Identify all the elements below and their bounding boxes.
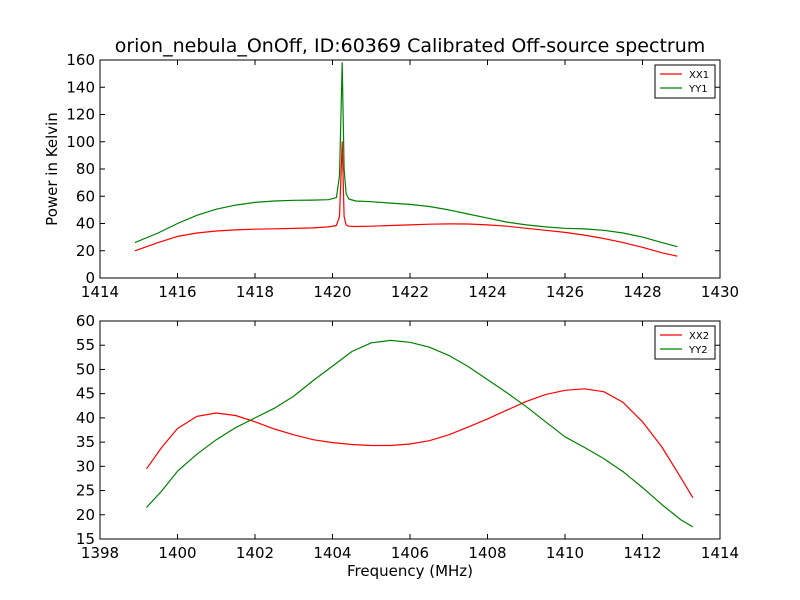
bottom-legend-label-yy2: YY2 bbox=[688, 345, 708, 356]
top-x-tick-label: 1422 bbox=[391, 283, 429, 301]
bottom-x-tick-label: 1406 bbox=[391, 544, 429, 562]
bottom-x-tick-label: 1398 bbox=[81, 544, 119, 562]
bottom-x-tick-label: 1408 bbox=[468, 544, 506, 562]
top-legend-label-xx1: XX1 bbox=[689, 70, 709, 81]
bottom-x-tick-label: 1414 bbox=[701, 544, 739, 562]
top-x-tick-label: 1420 bbox=[313, 283, 351, 301]
bottom-series-line-xx2 bbox=[146, 388, 694, 499]
bottom-y-tick-label: 20 bbox=[76, 506, 95, 524]
top-y-tick-label: 0 bbox=[85, 269, 95, 287]
top-series-line-xx1 bbox=[134, 141, 678, 257]
top-y-axis-label: Power in Kelvin bbox=[43, 112, 61, 226]
top-y-tick-label: 40 bbox=[76, 215, 95, 233]
top-series-line-yy1 bbox=[134, 62, 678, 248]
bottom-x-tick-label: 1412 bbox=[623, 544, 661, 562]
bottom-legend-box bbox=[654, 325, 716, 360]
top-x-tick-label: 1414 bbox=[81, 283, 119, 301]
top-legend-label-yy1: YY1 bbox=[688, 84, 708, 95]
top-x-tick-label: 1426 bbox=[546, 283, 584, 301]
bottom-series-line-yy2 bbox=[146, 339, 694, 528]
bottom-y-tick-label: 15 bbox=[76, 530, 95, 548]
top-y-tick-label: 80 bbox=[76, 160, 95, 178]
top-x-tick-label: 1418 bbox=[236, 283, 274, 301]
bottom-y-tick-label: 35 bbox=[76, 433, 95, 451]
bottom-plot-frame bbox=[99, 320, 721, 540]
top-x-tick-label: 1428 bbox=[623, 283, 661, 301]
bottom-x-tick-label: 1410 bbox=[546, 544, 584, 562]
top-y-tick-label: 60 bbox=[76, 187, 95, 205]
top-legend-box bbox=[654, 64, 716, 99]
bottom-x-axis-label: Frequency (MHz) bbox=[347, 562, 473, 580]
bottom-y-tick-label: 60 bbox=[76, 312, 95, 330]
bottom-y-tick-label: 30 bbox=[76, 457, 95, 475]
top-y-tick-label: 20 bbox=[76, 242, 95, 260]
bottom-y-tick-label: 45 bbox=[76, 385, 95, 403]
bottom-y-tick-label: 25 bbox=[76, 482, 95, 500]
bottom-y-tick-label: 55 bbox=[76, 336, 95, 354]
top-y-tick-label: 120 bbox=[66, 106, 95, 124]
top-y-tick-label: 100 bbox=[66, 133, 95, 151]
top-y-tick-label: 140 bbox=[66, 78, 95, 96]
bottom-y-tick-label: 40 bbox=[76, 409, 95, 427]
top-plot-frame bbox=[99, 59, 721, 279]
top-x-tick-label: 1416 bbox=[158, 283, 196, 301]
top-plot: 1414 1416 1418 1420 1422 1424 1426 1428 1430 0 20 4… bbox=[66, 51, 739, 301]
chart-title: orion_nebula_OnOff, ID:60369 Calibrated … bbox=[115, 35, 706, 57]
bottom-legend-label-xx2: XX2 bbox=[689, 331, 709, 342]
top-y-tick-label: 160 bbox=[66, 51, 95, 69]
bottom-x-tick-label: 1400 bbox=[158, 544, 196, 562]
bottom-plot: 1398 1400 1402 1404 1406 1408 1410 1412 1414 15 20… bbox=[76, 312, 739, 562]
bottom-y-tick-label: 50 bbox=[76, 360, 95, 378]
bottom-x-tick-label: 1402 bbox=[236, 544, 274, 562]
top-x-tick-label: 1424 bbox=[468, 283, 506, 301]
top-x-tick-label: 1430 bbox=[701, 283, 739, 301]
bottom-x-tick-label: 1404 bbox=[313, 544, 351, 562]
